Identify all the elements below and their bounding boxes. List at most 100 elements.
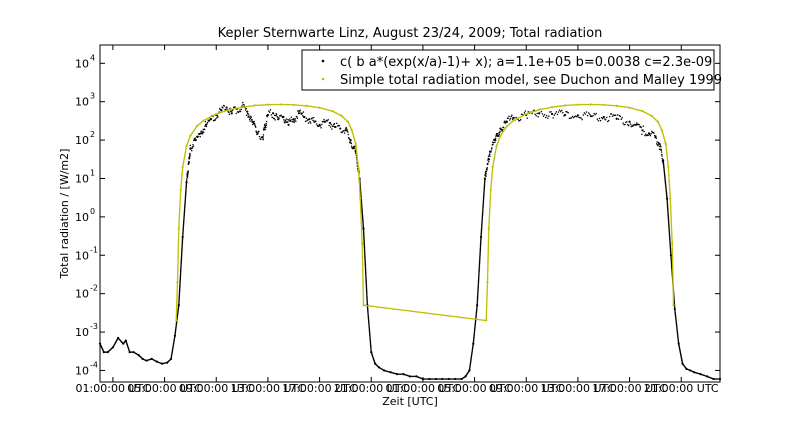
data-point — [488, 220, 490, 223]
data-point — [669, 193, 671, 195]
data-point — [360, 229, 363, 231]
data-point — [668, 223, 670, 225]
data-point — [576, 114, 580, 117]
data-point — [534, 113, 536, 115]
data-point — [260, 138, 262, 140]
data-point — [483, 194, 485, 197]
y-tick-label: 10 — [75, 288, 89, 301]
data-point — [369, 339, 372, 341]
data-point — [179, 197, 182, 199]
data-point — [282, 115, 285, 119]
data-point — [177, 268, 179, 271]
data-point — [192, 144, 194, 146]
data-point — [432, 378, 435, 380]
data-point — [671, 252, 674, 254]
data-point — [430, 378, 433, 380]
data-point — [408, 375, 412, 378]
data-point — [266, 115, 268, 118]
data-point — [502, 126, 505, 129]
data-point — [175, 318, 177, 321]
data-point — [589, 113, 591, 115]
data-point — [365, 283, 368, 285]
data-point — [179, 194, 182, 197]
data-point — [186, 176, 189, 178]
data-point — [275, 103, 277, 106]
data-point — [672, 298, 675, 301]
data-point — [299, 109, 301, 111]
data-point — [214, 118, 217, 120]
data-point — [479, 251, 481, 254]
data-point — [515, 116, 517, 119]
data-point — [367, 320, 370, 323]
data-point — [177, 265, 179, 267]
data-point — [369, 343, 372, 346]
data-point — [712, 377, 715, 381]
data-point — [304, 120, 307, 123]
data-point — [519, 119, 521, 122]
data-point — [483, 182, 486, 184]
data-point — [672, 271, 674, 274]
data-point — [285, 103, 287, 106]
data-point — [669, 205, 672, 208]
data-point — [672, 289, 674, 291]
data-point — [668, 184, 671, 186]
data-point — [487, 234, 490, 237]
data-point — [649, 134, 652, 137]
data-point — [615, 117, 618, 120]
data-point — [670, 210, 672, 212]
data-point — [492, 143, 494, 145]
data-point — [284, 103, 286, 106]
data-point — [479, 246, 482, 248]
data-point — [672, 302, 675, 304]
data-point — [667, 220, 670, 222]
y-tick-exponent: 1 — [90, 168, 95, 177]
data-point — [183, 214, 185, 217]
data-point — [424, 378, 426, 380]
data-point — [297, 110, 300, 112]
data-point — [365, 273, 367, 276]
data-point — [234, 106, 236, 108]
data-point — [642, 125, 645, 127]
data-point — [361, 251, 364, 253]
data-point — [490, 183, 492, 186]
data-point — [669, 200, 672, 202]
data-point — [548, 115, 550, 117]
data-point — [178, 210, 181, 213]
data-point — [670, 223, 673, 226]
data-point — [486, 293, 488, 296]
data-point — [178, 289, 181, 292]
data-point — [177, 249, 180, 252]
data-point — [670, 261, 673, 263]
data-point — [360, 231, 363, 234]
data-point — [671, 255, 674, 258]
data-point — [358, 176, 360, 178]
data-point — [361, 239, 363, 242]
data-point — [274, 119, 276, 121]
data-point — [176, 296, 178, 298]
data-point — [483, 181, 486, 183]
data-point — [478, 263, 481, 265]
data-point — [671, 248, 674, 251]
data-point — [587, 103, 590, 106]
data-point — [368, 329, 371, 332]
data-point — [483, 186, 486, 189]
data-point — [479, 245, 482, 247]
data-point — [294, 104, 296, 106]
data-point — [177, 238, 180, 240]
data-point — [487, 248, 490, 251]
data-point — [491, 170, 494, 173]
data-point — [671, 262, 674, 265]
data-point — [205, 125, 208, 128]
data-point — [650, 132, 652, 135]
data-point — [328, 124, 330, 127]
data-point — [182, 227, 185, 229]
data-point — [271, 103, 274, 106]
data-point — [668, 227, 670, 230]
data-point — [360, 230, 363, 233]
data-point — [480, 238, 482, 240]
data-point — [361, 268, 364, 270]
data-point — [482, 197, 485, 200]
data-point — [362, 219, 364, 222]
data-point — [487, 254, 489, 257]
data-point — [479, 256, 481, 258]
